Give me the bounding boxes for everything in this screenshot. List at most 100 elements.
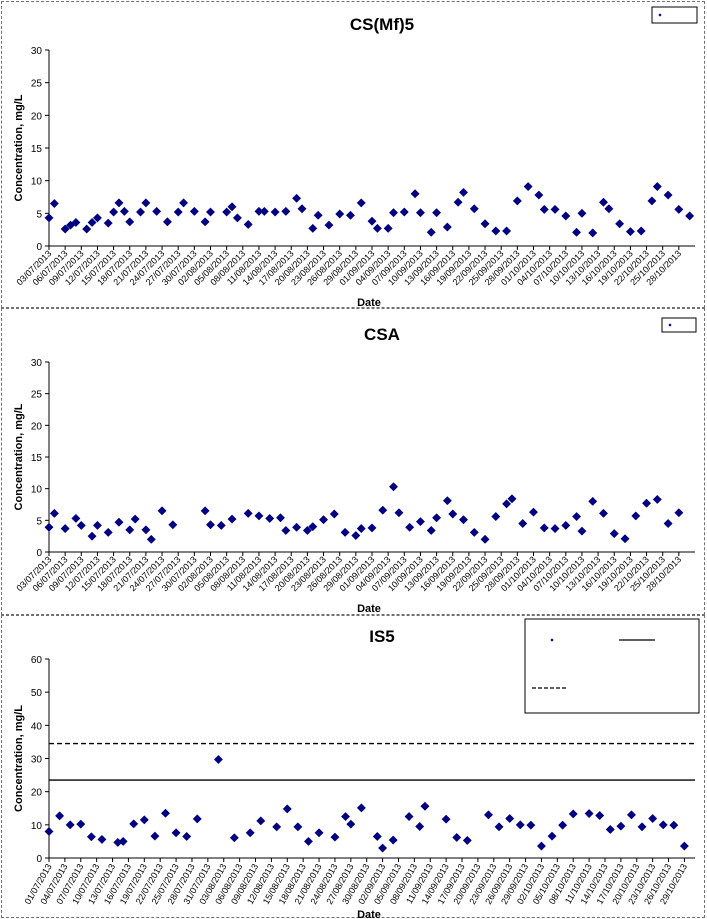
data-point xyxy=(200,506,210,516)
data-point xyxy=(162,217,172,227)
x-axis-label: Date xyxy=(357,297,381,309)
data-point xyxy=(243,219,253,229)
data-point xyxy=(441,814,451,824)
data-point xyxy=(426,227,436,237)
data-point xyxy=(270,207,280,217)
data-point xyxy=(254,511,264,521)
data-point xyxy=(222,207,232,217)
data-point xyxy=(141,525,151,535)
data-point xyxy=(663,190,673,200)
data-point xyxy=(125,217,135,227)
data-point xyxy=(109,207,119,217)
data-point xyxy=(616,821,626,831)
data-point xyxy=(200,217,210,227)
y-tick-label: 40 xyxy=(31,721,43,732)
data-point xyxy=(229,833,239,843)
data-point xyxy=(502,226,512,236)
data-point xyxy=(388,482,399,492)
data-point xyxy=(92,520,103,530)
data-point xyxy=(669,820,679,830)
y-tick-label: 0 xyxy=(36,242,42,253)
y-tick-label: 20 xyxy=(31,421,43,432)
y-tick-label: 5 xyxy=(36,209,42,220)
data-point xyxy=(458,515,469,525)
data-point xyxy=(679,841,689,851)
data-point xyxy=(259,206,269,216)
legend xyxy=(524,618,700,714)
data-point xyxy=(345,210,356,220)
data-point xyxy=(523,181,533,192)
data-point xyxy=(292,522,302,532)
y-tick-label: 0 xyxy=(36,548,42,559)
data-point xyxy=(528,507,539,517)
data-point xyxy=(139,815,149,825)
data-point xyxy=(60,224,70,234)
data-point xyxy=(182,831,192,841)
data-point xyxy=(620,534,630,544)
data-point xyxy=(179,198,189,208)
data-point xyxy=(49,198,59,209)
data-point xyxy=(577,526,587,536)
data-point xyxy=(192,814,202,824)
y-tick-label: 30 xyxy=(31,755,43,766)
data-point xyxy=(394,508,404,518)
data-point xyxy=(410,189,420,199)
data-point xyxy=(282,804,292,814)
data-point xyxy=(378,843,388,853)
data-point xyxy=(367,216,377,226)
data-point xyxy=(609,529,619,539)
data-point xyxy=(330,832,340,842)
data-point xyxy=(44,213,54,223)
data-point xyxy=(232,213,242,223)
data-point xyxy=(626,810,637,820)
data-point xyxy=(462,835,472,845)
data-point xyxy=(631,511,641,521)
data-point xyxy=(173,207,183,217)
y-tick-label: 15 xyxy=(31,144,43,155)
data-point xyxy=(636,226,646,236)
data-point xyxy=(367,523,377,533)
data-point xyxy=(536,841,546,851)
data-point xyxy=(86,832,96,842)
y-tick-label: 5 xyxy=(36,516,42,527)
data-point xyxy=(205,520,216,530)
data-point xyxy=(118,836,128,846)
chart-title: CSA xyxy=(364,325,400,344)
data-point xyxy=(125,525,135,535)
data-point xyxy=(168,520,178,530)
data-point xyxy=(420,801,430,811)
data-point xyxy=(60,524,70,534)
chart-panel-csmf5: CS(Mf)5 Concentration, mg/L Date 0 5 10 15 20 25… xyxy=(1,1,705,309)
data-point xyxy=(404,811,414,822)
data-point xyxy=(150,831,160,841)
data-point xyxy=(302,525,312,536)
data-point xyxy=(512,196,522,206)
data-point xyxy=(598,508,609,518)
data-point xyxy=(351,530,361,541)
data-point xyxy=(146,534,156,544)
data-point xyxy=(505,813,515,824)
data-point xyxy=(329,509,339,519)
data-point xyxy=(507,494,517,504)
data-point xyxy=(442,222,452,232)
y-tick-label: 20 xyxy=(31,788,43,799)
data-point xyxy=(189,206,199,216)
data-point xyxy=(227,202,237,212)
data-point xyxy=(604,204,614,214)
data-point xyxy=(297,204,307,214)
data-point xyxy=(469,527,479,537)
data-point xyxy=(641,498,652,508)
data-point xyxy=(216,520,226,530)
data-point xyxy=(340,811,351,822)
data-point xyxy=(432,513,442,523)
data-point xyxy=(205,207,216,217)
data-point xyxy=(55,811,65,821)
data-point xyxy=(227,514,237,524)
data-point xyxy=(588,228,598,238)
data-point xyxy=(572,227,582,237)
data-point xyxy=(415,517,426,527)
data-point xyxy=(141,198,151,208)
data-point xyxy=(658,820,668,830)
